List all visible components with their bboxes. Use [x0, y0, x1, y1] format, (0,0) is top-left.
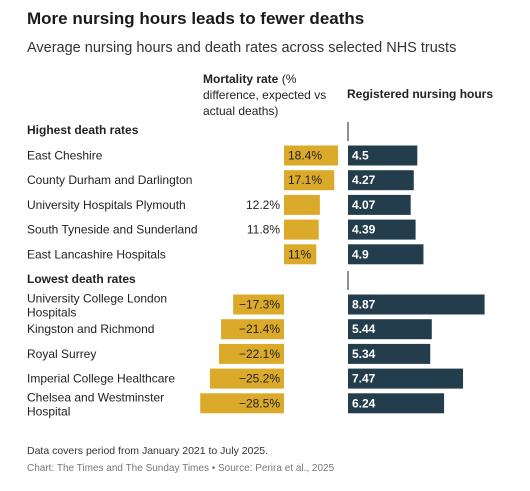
trust-label: Hospital	[27, 404, 70, 418]
hours-value-label: 5.44	[352, 322, 376, 336]
hours-value-label: 7.47	[352, 372, 376, 386]
trust-label: Chelsea and Westminster	[27, 390, 164, 404]
trust-label: University College London	[27, 292, 167, 306]
hours-value-label: 4.07	[352, 198, 376, 212]
mortality-value-label: −17.3%	[239, 298, 280, 312]
mortality-value-label: 12.2%	[246, 198, 280, 212]
group-label: Highest death rates	[27, 123, 139, 137]
mortality-value-label: −25.2%	[239, 372, 280, 386]
hours-value-label: 4.5	[352, 149, 369, 163]
hours-bar	[348, 244, 424, 265]
hours-value-label: 8.87	[352, 298, 376, 312]
trust-label: East Lancashire Hospitals	[27, 247, 166, 261]
hours-bar	[348, 343, 431, 364]
hours-bar	[348, 219, 416, 240]
mortality-bar	[233, 294, 284, 315]
source-credit: Chart: The Times and The Sunday Times • …	[27, 463, 335, 474]
hours-bar	[348, 294, 485, 315]
chart-subtitle: Average nursing hours and death rates ac…	[27, 40, 457, 56]
mortality-bar	[284, 170, 335, 191]
mortality-bar	[200, 393, 284, 414]
mortality-bar	[219, 343, 284, 364]
chart-title: More nursing hours leads to fewer deaths	[27, 9, 365, 28]
hours-bar	[348, 393, 445, 414]
trust-label: Imperial College Healthcare	[27, 372, 175, 386]
hours-value-label: 4.39	[352, 223, 376, 237]
hours-value-label: 5.34	[352, 347, 376, 361]
mortality-column-header: Mortality rate (% difference, expected v…	[203, 71, 353, 119]
mortality-bar	[284, 219, 319, 240]
hours-bar	[348, 194, 411, 215]
mortality-value-label: 17.1%	[288, 173, 322, 187]
mortality-bar	[284, 244, 317, 265]
mortality-header-bold: Mortality rate	[203, 72, 279, 86]
hours-bar	[348, 145, 418, 166]
trust-label: South Tyneside and Sunderland	[27, 223, 198, 237]
mortality-value-label: 11%	[288, 247, 311, 261]
trust-label: East Cheshire	[27, 149, 103, 163]
mortality-bar	[221, 319, 284, 340]
footnote: Data covers period from January 2021 to …	[27, 445, 269, 457]
mortality-value-label: 18.4%	[288, 149, 322, 163]
group-label: Lowest death rates	[27, 272, 136, 286]
mortality-value-label: −28.5%	[239, 396, 280, 410]
hours-column-header: Registered nursing hours	[347, 87, 494, 101]
mortality-header-rest: (% difference, expected vs actual deaths…	[203, 72, 327, 118]
hours-value-label: 6.24	[352, 396, 376, 410]
hours-bar	[348, 170, 414, 191]
trust-label: University Hospitals Plymouth	[27, 198, 186, 212]
mortality-bar	[284, 145, 339, 166]
mortality-value-label: −21.4%	[239, 322, 280, 336]
mortality-bar	[209, 368, 284, 389]
trust-label: Royal Surrey	[27, 347, 96, 361]
hours-bar	[348, 368, 464, 389]
trust-label: Kingston and Richmond	[27, 322, 154, 336]
mortality-bar	[284, 194, 320, 215]
hours-bar	[348, 319, 432, 340]
hours-value-label: 4.9	[352, 247, 369, 261]
trust-label: County Durham and Darlington	[27, 173, 192, 187]
trust-label: Hospitals	[27, 306, 76, 320]
mortality-value-label: −22.1%	[239, 347, 280, 361]
mortality-value-label: 11.8%	[247, 223, 280, 237]
hours-value-label: 4.27	[352, 173, 376, 187]
